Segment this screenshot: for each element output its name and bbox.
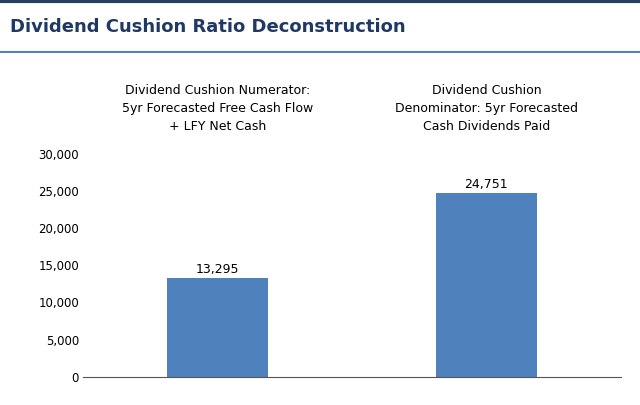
- Bar: [167, 278, 268, 377]
- Text: Dividend Cushion
Denominator: 5yr Forecasted
Cash Dividends Paid: Dividend Cushion Denominator: 5yr Foreca…: [395, 84, 578, 133]
- Bar: [436, 193, 537, 377]
- Text: 13,295: 13,295: [196, 263, 239, 276]
- Text: Dividend Cushion Ratio Deconstruction: Dividend Cushion Ratio Deconstruction: [10, 18, 405, 36]
- Text: 24,751: 24,751: [465, 178, 508, 191]
- Text: Dividend Cushion Numerator:
5yr Forecasted Free Cash Flow
+ LFY Net Cash: Dividend Cushion Numerator: 5yr Forecast…: [122, 84, 313, 133]
